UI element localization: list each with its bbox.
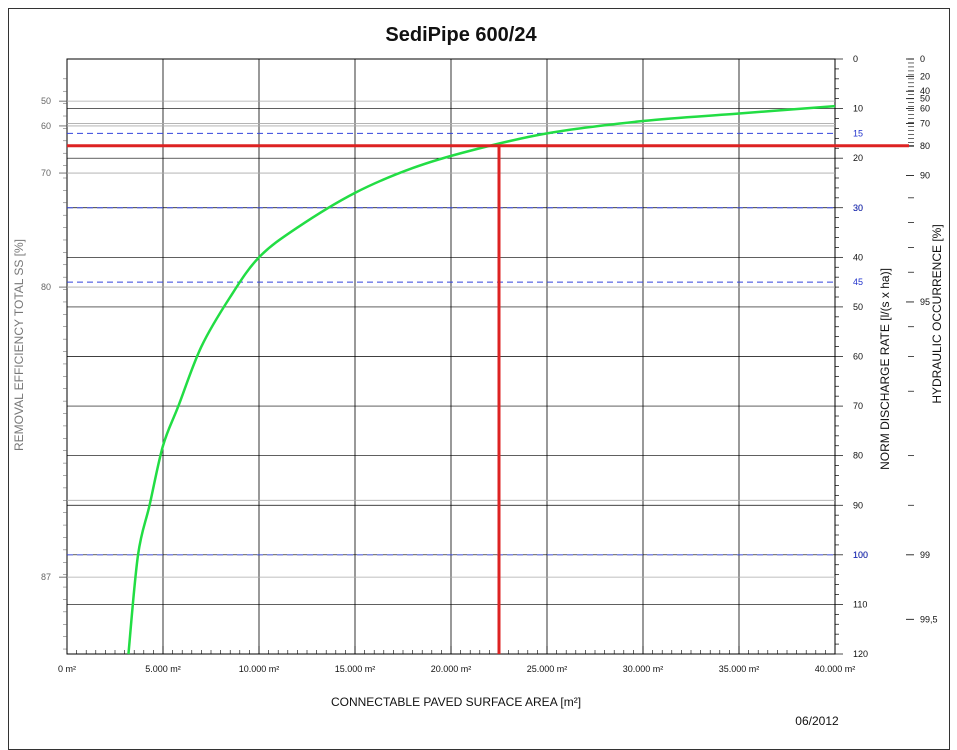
right-tick-label: 100 — [853, 550, 868, 560]
occurrence-tick-label: 60 — [920, 104, 930, 114]
occurrence-tick-label: 40 — [920, 86, 930, 96]
grid — [66, 58, 836, 655]
occurrence-tick-label: 99,5 — [920, 614, 938, 624]
occurrence-tick-label: 0 — [920, 54, 925, 64]
left-tick-label: 60 — [41, 121, 51, 131]
right-tick-label: 80 — [853, 451, 863, 461]
x-tick-label: 30.000 m² — [623, 664, 664, 674]
x-tick-label: 40.000 m² — [815, 664, 856, 674]
removal-efficiency-axis: 50 60 70 80 87 — [41, 78, 67, 650]
reading-lines — [67, 144, 909, 654]
right-tick-label: 0 — [853, 54, 858, 64]
right-tick-label: 60 — [853, 352, 863, 362]
right-tick-label: 30 — [853, 203, 863, 213]
right-blue-tick-label: 30 — [853, 203, 863, 213]
left-axis-title: REMOVAL EFFICIENCY TOTAL SS [%] — [12, 239, 26, 451]
x-tick-label: 25.000 m² — [527, 664, 568, 674]
x-tick-label: 15.000 m² — [335, 664, 376, 674]
occurrence-tick-label: 20 — [920, 71, 930, 81]
occurrence-tick-label: 80 — [920, 141, 930, 151]
x-axis-title: CONNECTABLE PAVED SURFACE AREA [m²] — [331, 695, 581, 709]
x-axis: 0 m² 5.000 m² 10.000 m² 15.000 m² 20.000 m² 2… — [58, 646, 855, 674]
series — [127, 104, 836, 655]
occurrence-tick-label: 99 — [920, 550, 930, 560]
right-tick-label: 120 — [853, 649, 868, 659]
right-tick-label: 70 — [853, 401, 863, 411]
right-tick-label: 90 — [853, 500, 863, 510]
chart-title: SediPipe 600/24 — [385, 24, 537, 46]
x-tick-label: 5.000 m² — [145, 664, 181, 674]
chart-frame: SediPipe 600/24 0 10 20 30 40 50 60 70 80 90 100 11… — [8, 8, 950, 750]
efficiency-curve — [127, 104, 836, 655]
right-tick-label: 40 — [853, 252, 863, 262]
x-tick-label: 20.000 m² — [431, 664, 472, 674]
x-tick-label: 35.000 m² — [719, 664, 760, 674]
right-blue-tick-label: 15 — [853, 128, 863, 138]
right-blue-tick-label: 45 — [853, 277, 863, 287]
occurrence-tick-label: 95 — [920, 297, 930, 307]
occurrence-tick-label: 50 — [920, 94, 930, 104]
right-tick-label: 110 — [853, 599, 867, 609]
left-tick-label: 80 — [41, 282, 51, 292]
far-right-axis-title: HYDRAULIC OCCURRENCE [%] — [930, 224, 944, 403]
footer-date: 06/2012 — [795, 714, 839, 728]
sedipipe-chart: SediPipe 600/24 010203040506070809010011… — [12, 24, 944, 728]
left-tick-label: 50 — [41, 96, 51, 106]
right-axis-title: NORM DISCHARGE RATE [l/(s x ha)] — [878, 268, 892, 470]
occurrence-tick-label: 70 — [920, 118, 930, 128]
right-tick-label: 20 — [853, 153, 863, 163]
right-blue-tick-label: 100 — [853, 550, 868, 560]
right-tick-label: 50 — [853, 302, 863, 312]
right-tick-label: 10 — [853, 104, 863, 114]
x-tick-label: 0 m² — [58, 664, 76, 674]
x-tick-label: 10.000 m² — [239, 664, 280, 674]
left-tick-label: 87 — [41, 572, 51, 582]
occurrence-tick-label: 90 — [920, 171, 930, 181]
left-tick-label: 70 — [41, 168, 51, 178]
